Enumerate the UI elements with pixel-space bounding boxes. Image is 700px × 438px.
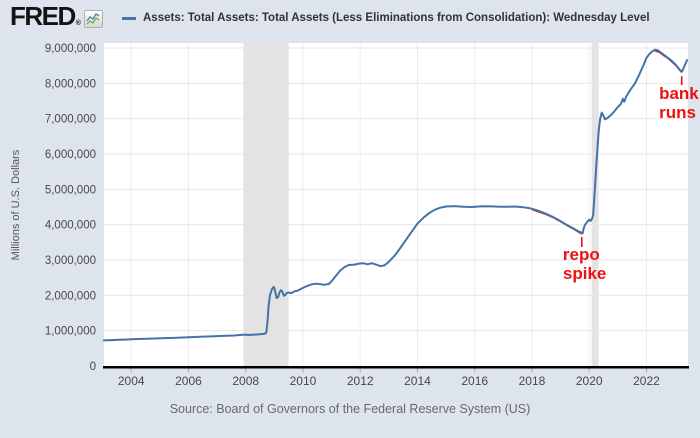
y-tick-label: 1,000,000 — [45, 326, 96, 338]
x-tick-label: 2016 — [461, 374, 488, 388]
x-tick-label: 2018 — [519, 374, 546, 388]
y-tick-label: 3,000,000 — [45, 255, 96, 267]
y-tick-label: 0 — [90, 361, 96, 373]
y-tick-label: 9,000,000 — [45, 43, 96, 55]
source-caption: Source: Board of Governors of the Federa… — [169, 402, 531, 416]
series-line — [103, 48, 689, 342]
annotation-bank-runs: bank runs — [659, 84, 699, 122]
x-tick-label: 2004 — [118, 374, 145, 388]
y-axis-title: Millions of U.S. Dollars — [10, 149, 22, 261]
header: FRED ® Assets: Total Assets: Total Asset… — [0, 0, 700, 36]
x-tick-label: 2012 — [347, 374, 374, 388]
x-tick-label: 2020 — [576, 374, 603, 388]
x-tick-label: 2010 — [290, 374, 317, 388]
y-tick-label: 7,000,000 — [45, 114, 96, 126]
legend-series-label: Assets: Total Assets: Total Assets (Less… — [143, 12, 650, 24]
y-tick-label: 6,000,000 — [45, 149, 96, 161]
fred-logo-chart-icon — [83, 10, 103, 28]
x-tick-label: 2008 — [232, 374, 259, 388]
x-tick-label: 2022 — [633, 374, 660, 388]
recession-band — [243, 43, 289, 366]
plot-background — [104, 43, 688, 366]
x-tick-label: 2014 — [404, 374, 431, 388]
y-tick-label: 5,000,000 — [45, 184, 96, 196]
legend: Assets: Total Assets: Total Assets (Less… — [122, 0, 650, 36]
registered-trademark: ® — [75, 20, 81, 27]
x-tick-label: 2006 — [175, 374, 202, 388]
fred-logo[interactable]: FRED ® — [10, 3, 103, 29]
fred-logo-text: FRED — [10, 1, 76, 31]
y-tick-label: 2,000,000 — [45, 290, 96, 302]
annotation-repo-spike: repo spike — [562, 244, 607, 283]
recession-band — [591, 43, 599, 366]
y-tick-label: 8,000,000 — [45, 78, 96, 90]
legend-series-swatch — [122, 16, 136, 20]
y-tick-label: 4,000,000 — [45, 220, 96, 232]
